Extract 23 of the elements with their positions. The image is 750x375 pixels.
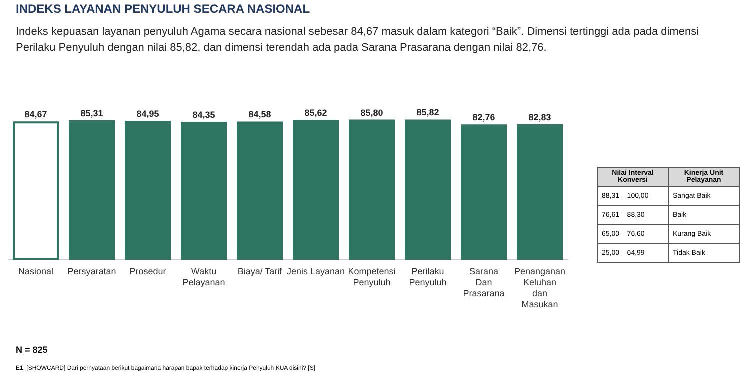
x-tick-label: Persyaratan	[68, 266, 116, 276]
x-tick-label: Biaya/ Tarif	[238, 266, 283, 276]
x-tick-label: Penanganan Keluhan dan Masukan	[514, 266, 566, 310]
data-label: 85,80	[360, 108, 384, 118]
text: N = 825	[16, 345, 48, 355]
data-label: 85,31	[80, 108, 104, 119]
x-tick-label: Jenis Layanan	[286, 266, 346, 276]
data-label: 84,58	[248, 110, 272, 120]
data-label: 84,67	[24, 110, 48, 120]
x-tick-label: Waktu Pelayanan	[182, 266, 226, 288]
chart-title: INDEKS LAYANAN PENYULUH SECARA NASIONAL	[16, 2, 310, 16]
data-label: 85,62	[304, 108, 328, 118]
data-label: 84,95	[136, 109, 160, 120]
data-label: 84,35	[192, 110, 216, 120]
x-tick-label: Nasional	[18, 266, 54, 276]
x-tick-label: Kompetensi Penyuluh	[348, 266, 396, 288]
data-label: 82,76	[472, 112, 496, 123]
x-tick-label: Perilaku Penyuluh	[409, 266, 447, 288]
chart-subtitle: Indeks kepuasan layanan penyuluh Agama secara nasional sebesar 84,67 masuk dalam kategori “Baik”. Dimensi tertinggi ada pada dimensi Perilaku Penyuluh dengan nilai 85,82, dan dimensi terendah ada pada Sarana Prasarana dengan nilai 82,76.	[16, 25, 700, 56]
x-tick-label: Prosedur	[130, 266, 166, 276]
x-tick-label: Sarana Dan Prasarana	[463, 266, 505, 298]
data-label: 85,82	[416, 108, 440, 118]
data-label: 82,83	[528, 112, 552, 123]
